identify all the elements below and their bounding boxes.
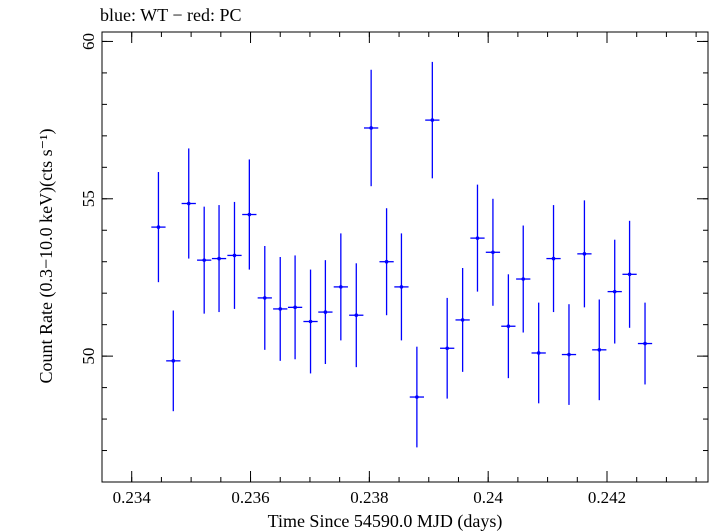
data-point xyxy=(227,201,242,309)
point-marker xyxy=(597,348,602,352)
data-point xyxy=(546,205,561,313)
x-tick-label: 0.236 xyxy=(231,488,269,507)
chart-title: blue: WT − red: PC xyxy=(100,5,241,25)
data-point xyxy=(501,274,516,379)
data-point xyxy=(622,220,637,328)
point-marker xyxy=(171,359,176,363)
point-marker xyxy=(339,285,343,289)
data-point xyxy=(485,198,501,306)
data-point xyxy=(211,205,227,313)
data-point xyxy=(287,255,303,360)
data-series xyxy=(151,61,653,448)
data-point xyxy=(394,233,409,341)
data-point xyxy=(349,263,364,368)
point-marker xyxy=(323,310,328,314)
x-tick-label: 0.24 xyxy=(473,488,503,507)
point-marker xyxy=(202,258,206,262)
data-point xyxy=(561,304,577,405)
point-marker xyxy=(612,289,617,294)
point-marker xyxy=(582,252,587,256)
x-axis: 0.234 0.236 0.238 0.24 0.242 xyxy=(113,32,697,507)
point-marker xyxy=(460,318,465,322)
point-marker xyxy=(186,201,191,206)
x-tick-label: 0.234 xyxy=(113,488,152,507)
point-marker xyxy=(491,250,495,255)
point-marker xyxy=(369,126,373,130)
data-point xyxy=(455,268,470,372)
point-marker xyxy=(643,341,647,346)
data-point xyxy=(577,200,592,308)
point-marker xyxy=(156,225,161,229)
x-axis-label: Time Since 54590.0 MJD (days) xyxy=(268,511,503,532)
data-point xyxy=(379,208,394,316)
point-marker xyxy=(415,395,419,399)
y-axis: 50 55 60 xyxy=(79,33,708,483)
point-marker xyxy=(551,256,556,261)
point-marker xyxy=(506,324,511,329)
point-marker xyxy=(308,319,313,324)
point-marker xyxy=(430,118,435,122)
y-axis-label: Count Rate (0.3−10.0 keV)(cts s⁻¹) xyxy=(36,128,57,383)
y-tick-label: 55 xyxy=(79,190,98,207)
point-marker xyxy=(567,352,571,357)
data-point xyxy=(197,206,212,314)
x-tick-label: 0.238 xyxy=(350,488,388,507)
point-marker xyxy=(475,236,480,240)
plot-frame xyxy=(101,31,709,483)
data-point xyxy=(637,302,653,385)
point-marker xyxy=(278,307,283,311)
data-point xyxy=(151,172,166,283)
data-point xyxy=(166,310,181,412)
data-point xyxy=(333,233,348,341)
point-marker xyxy=(536,351,541,355)
point-marker xyxy=(293,305,297,310)
data-point xyxy=(303,269,318,374)
point-marker xyxy=(262,296,267,300)
point-marker xyxy=(521,277,526,281)
y-tick-label: 60 xyxy=(79,33,98,50)
x-tick-label: 0.242 xyxy=(588,488,626,507)
data-point xyxy=(409,346,425,448)
point-marker xyxy=(627,272,632,277)
data-point xyxy=(364,69,379,187)
data-point xyxy=(470,184,485,292)
point-marker xyxy=(384,259,389,264)
data-point xyxy=(516,225,531,333)
data-point xyxy=(257,245,272,350)
data-point xyxy=(531,302,546,404)
data-point xyxy=(181,148,196,259)
point-marker xyxy=(399,285,404,289)
point-marker xyxy=(217,256,221,261)
data-point xyxy=(592,299,607,401)
point-marker xyxy=(247,212,252,217)
point-marker xyxy=(354,313,359,318)
point-marker xyxy=(232,253,237,258)
point-marker xyxy=(445,346,449,351)
data-point xyxy=(318,260,333,364)
data-point xyxy=(273,257,288,361)
data-point xyxy=(425,61,440,179)
data-point xyxy=(440,297,455,399)
data-point xyxy=(242,159,257,270)
data-point xyxy=(607,239,622,344)
y-tick-label: 50 xyxy=(79,348,98,365)
